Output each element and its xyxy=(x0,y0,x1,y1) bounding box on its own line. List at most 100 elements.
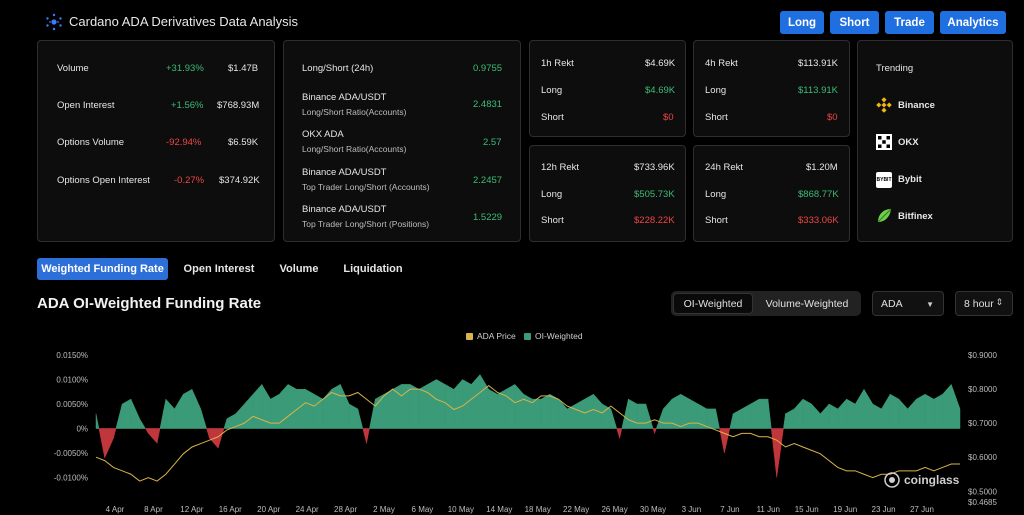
chevron-down-icon: ▼ xyxy=(926,300,934,309)
watermark-text: coinglass xyxy=(904,473,960,487)
rekt-title: 4h Rekt xyxy=(705,58,738,69)
coin-select[interactable]: ADA ▼ xyxy=(872,291,944,316)
funding-rate-area xyxy=(628,398,638,429)
funding-rate-chart[interactable]: 0.0150% 0.0100% 0.0050% 0% -0.0050% -0.0100% $… xyxy=(0,340,1024,515)
bybit-icon: BYBIT xyxy=(876,172,892,188)
funding-rate-area xyxy=(916,393,926,429)
funding-rate-area xyxy=(783,413,786,429)
funding-rate-area xyxy=(549,393,559,429)
funding-rate-area xyxy=(828,403,839,429)
legend-swatch-price xyxy=(466,332,473,340)
y-right-tick-label: $0.9000 xyxy=(968,351,997,360)
rekt-short-value: $333.06K xyxy=(798,215,839,226)
x-tick-label: 19 Jun xyxy=(833,505,857,514)
rekt-long-label: Long xyxy=(705,85,727,96)
rekt-total: $733.96K xyxy=(634,162,675,173)
funding-rate-area xyxy=(340,384,350,429)
rekt-long-label: Long xyxy=(705,189,727,200)
funding-rate-area xyxy=(436,379,446,429)
x-tick-label: 14 May xyxy=(486,505,512,514)
funding-rate-area xyxy=(645,403,654,429)
funding-rate-area xyxy=(514,383,524,429)
rekt-title: 24h Rekt xyxy=(705,162,744,173)
tab-weighted-funding-rate[interactable]: Weighted Funding Rate xyxy=(37,258,168,280)
y-right-tick-label: $0.6000 xyxy=(968,453,997,462)
ratio-value: 2.4831 xyxy=(473,99,503,110)
funding-rate-area xyxy=(505,383,516,429)
funding-rate-area xyxy=(811,403,821,429)
funding-rate-area xyxy=(244,393,254,429)
legend-item-price[interactable]: ADA Price xyxy=(466,331,516,341)
funding-rate-area xyxy=(313,393,324,429)
funding-rate-area xyxy=(287,383,297,429)
funding-rate-area xyxy=(872,403,882,429)
y-right-tick-label: $0.5000 xyxy=(968,487,997,496)
bitfinex-icon xyxy=(877,208,892,223)
y-left-tick-label: 0.0150% xyxy=(56,351,88,360)
funding-rate-area xyxy=(655,408,664,429)
funding-rate-area xyxy=(732,408,743,429)
funding-rate-area xyxy=(95,413,100,429)
trending-item-bitfinex[interactable]: Bitfinex xyxy=(898,211,933,222)
trade-button[interactable]: Trade xyxy=(885,11,934,34)
stat-value: $6.59K xyxy=(228,137,259,148)
funding-rate-area xyxy=(802,398,812,429)
ratio-value: 0.9755 xyxy=(473,63,503,74)
rekt-long-value: $505.73K xyxy=(634,189,675,200)
long-button[interactable]: Long xyxy=(780,11,824,34)
funding-rate-area xyxy=(706,408,716,429)
x-tick-label: 4 Apr xyxy=(106,505,125,514)
tab-liquidation[interactable]: Liquidation xyxy=(343,263,403,275)
funding-rate-area xyxy=(759,398,769,429)
ratio-label: Binance ADA/USDT xyxy=(302,92,387,103)
y-right-tick-label: $0.8000 xyxy=(968,385,997,394)
funding-rate-area xyxy=(206,428,210,439)
stat-label: Volume xyxy=(57,63,89,74)
okx-icon xyxy=(876,134,892,150)
stat-label: Open Interest xyxy=(57,100,115,111)
page-title: Cardano ADA Derivatives Data Analysis xyxy=(69,14,299,29)
market-stats-card: Volume +31.93% $1.47B Open Interest +1.5… xyxy=(37,40,275,242)
funding-rate-area xyxy=(226,413,236,429)
trending-item-okx[interactable]: OKX xyxy=(898,137,919,148)
funding-rate-area xyxy=(689,398,699,429)
ratio-label: Binance ADA/USDT xyxy=(302,167,387,178)
rekt-card-24h: 24h Rekt $1.20M Long $868.77K Short $333… xyxy=(693,145,850,242)
trending-item-binance[interactable]: Binance xyxy=(898,100,935,111)
rekt-short-label: Short xyxy=(705,112,728,123)
oi-weighted-toggle[interactable]: OI-Weighted xyxy=(673,293,753,314)
funding-rate-area xyxy=(575,398,585,429)
x-tick-label: 15 Jun xyxy=(795,505,819,514)
interval-select-value: 8 hour xyxy=(964,297,994,310)
trending-item-bybit[interactable]: Bybit xyxy=(898,174,922,185)
short-button[interactable]: Short xyxy=(830,11,879,34)
funding-rate-area xyxy=(348,403,359,429)
x-tick-label: 12 Apr xyxy=(180,505,203,514)
legend-label: OI-Weighted xyxy=(535,331,583,341)
funding-rate-area xyxy=(715,408,720,429)
stat-value: $374.92K xyxy=(219,175,260,186)
cardano-logo-icon xyxy=(46,13,62,31)
tab-open-interest[interactable]: Open Interest xyxy=(183,263,255,275)
interval-select[interactable]: 8 hour ⇕ xyxy=(955,291,1013,316)
funding-rate-area xyxy=(165,398,175,429)
funding-rate-area xyxy=(191,389,201,429)
x-tick-label: 26 May xyxy=(601,505,627,514)
funding-rate-area xyxy=(933,393,943,429)
legend-item-oi-weighted[interactable]: OI-Weighted xyxy=(524,331,583,341)
y-left-tick-label: -0.0050% xyxy=(54,449,88,458)
analytics-button[interactable]: Analytics xyxy=(940,11,1006,34)
tab-volume[interactable]: Volume xyxy=(279,263,319,275)
funding-rate-area xyxy=(750,398,760,429)
funding-rate-area xyxy=(409,383,420,429)
funding-rate-area xyxy=(401,384,411,429)
rekt-total: $1.20M xyxy=(806,162,838,173)
stat-label: Options Open Interest xyxy=(57,175,150,186)
x-tick-label: 11 Jun xyxy=(757,505,780,514)
coinglass-watermark: coinglass xyxy=(884,472,959,488)
stat-change: -0.27% xyxy=(174,175,205,186)
funding-rate-area xyxy=(322,388,332,429)
volume-weighted-toggle[interactable]: Volume-Weighted xyxy=(765,297,849,310)
funding-rate-area xyxy=(200,408,207,429)
ratio-label: Long/Short (24h) xyxy=(302,63,374,74)
